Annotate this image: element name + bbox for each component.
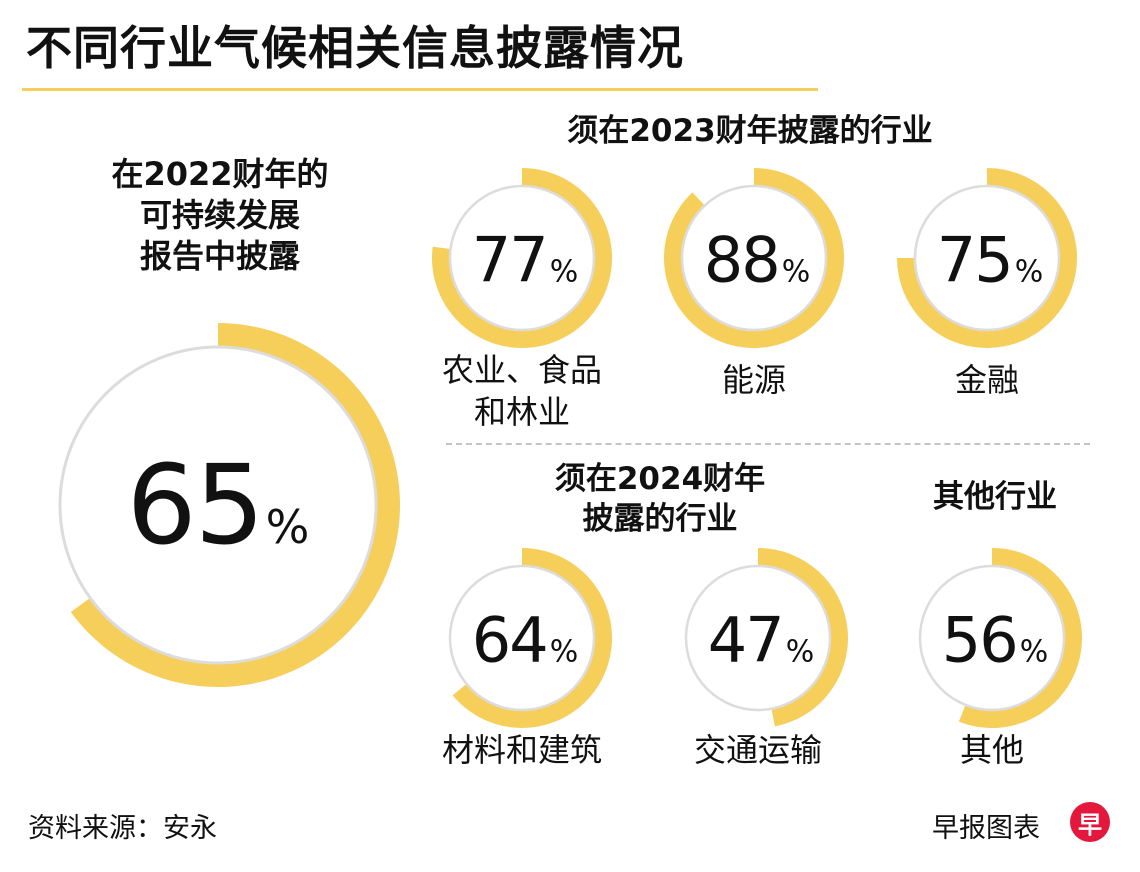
percent-sign: %	[785, 634, 815, 670]
section-label-fy2022: 在2022财年的 可持续发展 报告中披露	[111, 155, 329, 275]
category-label-materials: 材料和建筑	[441, 731, 603, 769]
donut-center-transport	[684, 564, 832, 712]
category-label-others: 其他	[959, 731, 1025, 769]
percent-sign: %	[549, 254, 579, 290]
category-label-energy: 能源	[721, 361, 787, 399]
donut-center-finance	[913, 184, 1061, 332]
donut-center-energy	[680, 184, 828, 332]
value-number-energy: 88	[703, 223, 781, 297]
donut-center-overall	[58, 345, 378, 665]
value-number-agriculture: 77	[471, 223, 549, 297]
donut-ring-others	[958, 548, 1082, 729]
source-note: 资料来源：安永	[28, 813, 217, 844]
percent-sign: %	[1019, 634, 1049, 670]
section-divider	[446, 443, 1090, 445]
category-label-finance: 金融	[954, 361, 1020, 399]
percent-sign: %	[549, 634, 579, 670]
percent-sign: %	[265, 500, 310, 554]
brand-label: 早报图表	[932, 813, 1040, 844]
percent-sign: %	[781, 254, 811, 290]
value-label-agriculture: 77%	[472, 224, 578, 297]
section-label-fy2024: 须在2024财年 披露的行业	[554, 461, 766, 537]
value-label-finance: 75%	[937, 224, 1043, 297]
donut-center-others	[918, 564, 1066, 712]
title-underline	[22, 88, 818, 91]
value-number-overall: 65	[126, 441, 265, 569]
category-label-agriculture: 农业、食品 和林业	[441, 351, 603, 431]
value-label-overall: 65%	[127, 441, 310, 569]
percent-sign: %	[1014, 254, 1044, 290]
value-label-transport: 47%	[708, 604, 814, 677]
value-label-energy: 88%	[704, 224, 810, 297]
section-label-other: 其他行业	[933, 479, 1057, 515]
chart-title: 不同行业气候相关信息披露情况	[26, 21, 684, 75]
donut-ring-materials	[452, 548, 612, 728]
value-number-materials: 64	[471, 603, 549, 677]
zaobao-logo: 早	[1070, 802, 1110, 842]
value-label-materials: 64%	[472, 604, 578, 677]
value-number-transport: 47	[707, 603, 785, 677]
value-number-others: 56	[941, 603, 1019, 677]
donut-center-agriculture	[448, 184, 596, 332]
section-label-fy2023: 须在2023财年披露的行业	[567, 113, 933, 149]
category-label-transport: 交通运输	[693, 731, 823, 769]
donut-ring-transport	[758, 548, 848, 727]
donut-center-materials	[448, 564, 596, 712]
value-label-others: 56%	[942, 604, 1048, 677]
value-number-finance: 75	[936, 223, 1014, 297]
